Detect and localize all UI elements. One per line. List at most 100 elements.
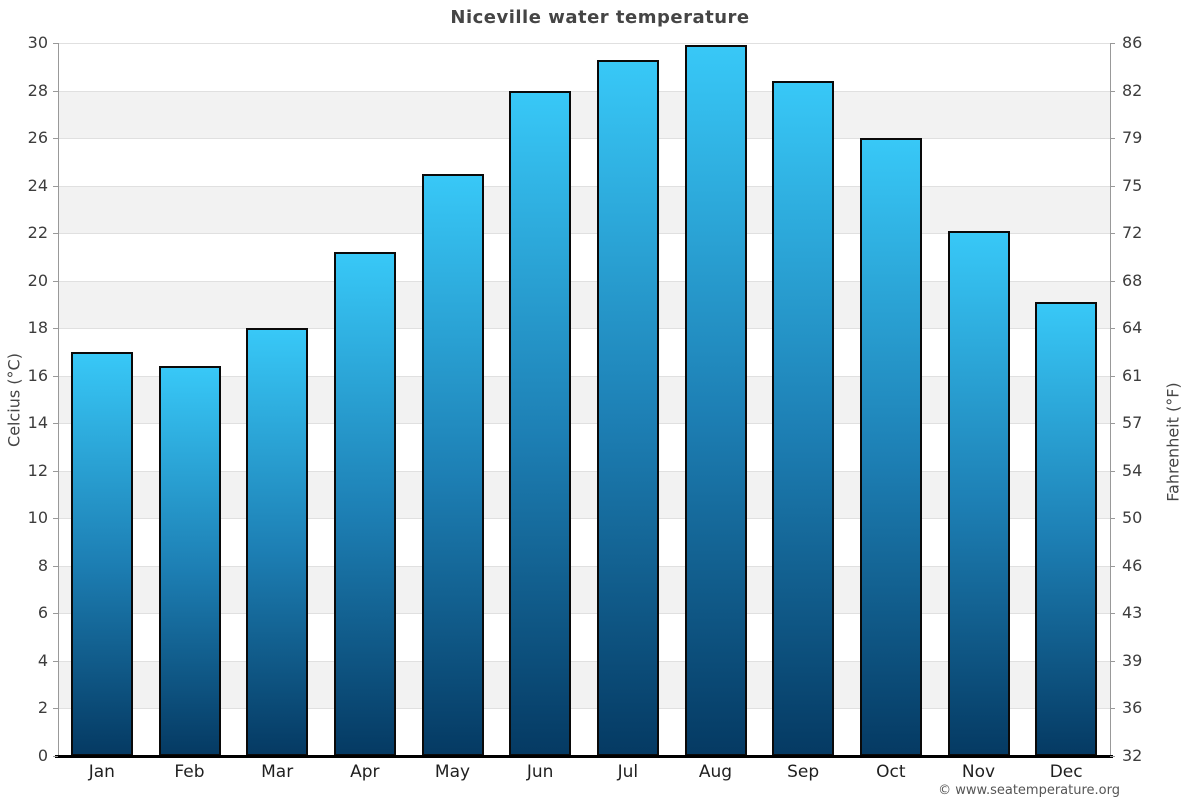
y-tick-label-left: 4 (37, 650, 48, 670)
y-tick-mark (53, 660, 58, 662)
y-tick-label-left: 28 (27, 80, 48, 100)
gridline (58, 233, 1110, 235)
y-tick-label-left: 6 (37, 603, 48, 623)
y-tick-mark (1110, 375, 1115, 377)
y-tick-label-right: 57 (1122, 413, 1143, 433)
y-tick-mark (1110, 613, 1115, 615)
y-tick-label-right: 50 (1122, 508, 1143, 528)
x-tick-label: Feb (174, 762, 205, 782)
plot-band (58, 660, 1110, 709)
y-tick-mark (1110, 470, 1115, 472)
x-tick-label: Apr (350, 762, 380, 782)
y-tick-mark (53, 138, 58, 140)
y-tick-label-right: 75 (1122, 175, 1143, 195)
gridline (58, 660, 1110, 662)
x-tick-label: Dec (1049, 762, 1083, 782)
y-tick-label-right: 32 (1122, 746, 1143, 765)
y-tick-mark (1110, 90, 1115, 92)
y-tick-label-left: 0 (37, 746, 48, 765)
gridline (58, 43, 1110, 44)
x-tick-label: May (434, 762, 471, 782)
plot-band (58, 470, 1110, 519)
gridline (58, 375, 1110, 377)
y-tick-mark (53, 43, 58, 44)
y-tick-mark (1110, 660, 1115, 662)
plot-band (58, 328, 1110, 376)
bar-jan (70, 351, 133, 756)
y-tick-mark (53, 233, 58, 235)
plot-area (58, 43, 1110, 757)
x-tick-label: Jan (88, 762, 115, 782)
y-tick-label-left: 14 (27, 413, 48, 433)
y-tick-label-left: 22 (27, 223, 48, 243)
y-tick-mark (1110, 518, 1115, 520)
x-tick-label: Jun (526, 762, 554, 782)
y-tick-label-left: 2 (37, 698, 48, 718)
bar-jul (596, 59, 659, 756)
y-tick-mark (53, 328, 58, 330)
bar-jun (509, 90, 572, 756)
y-tick-mark (1110, 756, 1115, 757)
y-tick-label-left: 16 (27, 365, 48, 385)
plot-band (58, 613, 1110, 661)
y-tick-label-left: 8 (37, 555, 48, 575)
bar-may (421, 173, 484, 756)
plot-band (58, 43, 1110, 91)
y-tick-label-left: 18 (27, 318, 48, 338)
bar-feb (158, 366, 221, 756)
y-tick-label-right: 54 (1122, 460, 1143, 480)
x-tick-label: Aug (698, 762, 733, 782)
plot-band (58, 280, 1110, 329)
bar-apr (333, 252, 396, 756)
x-tick-label: Sep (787, 762, 820, 782)
y-tick-label-left: 24 (27, 175, 48, 195)
plot-band (58, 233, 1110, 281)
y-tick-mark (1110, 423, 1115, 425)
y-axis-line-left (58, 43, 59, 756)
y-tick-label-right: 61 (1122, 365, 1143, 385)
y-tick-label-right: 79 (1122, 128, 1143, 148)
y-tick-mark (53, 185, 58, 187)
y-tick-label-right: 86 (1122, 33, 1143, 52)
x-axis-baseline (55, 755, 1113, 758)
gridline (58, 90, 1110, 92)
y-tick-mark (53, 756, 58, 757)
y-tick-mark (53, 375, 58, 377)
y-tick-mark (53, 90, 58, 92)
y-tick-label-right: 68 (1122, 270, 1143, 290)
bar-dec (1035, 302, 1098, 756)
y-tick-label-left: 20 (27, 270, 48, 290)
y-tick-label-left: 12 (27, 460, 48, 480)
plot-band (58, 565, 1110, 614)
gridline (58, 708, 1110, 710)
y-tick-mark (1110, 43, 1115, 44)
y-tick-mark (1110, 328, 1115, 330)
y-tick-mark (53, 470, 58, 472)
plot-band (58, 138, 1110, 186)
y-tick-mark (53, 423, 58, 425)
y-tick-mark (53, 708, 58, 710)
bar-mar (246, 328, 309, 756)
gridline (58, 423, 1110, 425)
y-tick-label-left: 26 (27, 128, 48, 148)
gridline (58, 565, 1110, 567)
gridline (58, 280, 1110, 282)
copyright-text: © www.seatemperature.org (938, 783, 1120, 798)
plot-band (58, 423, 1110, 471)
y-tick-label-right: 82 (1122, 80, 1143, 100)
bar-oct (859, 138, 922, 756)
gridline (58, 328, 1110, 330)
y-tick-label-right: 43 (1122, 603, 1143, 623)
y-tick-mark (53, 280, 58, 282)
y-tick-label-left: 30 (27, 33, 48, 52)
plot-band (58, 518, 1110, 566)
gridline (58, 138, 1110, 140)
y-tick-label-right: 39 (1122, 650, 1143, 670)
plot-band (58, 185, 1110, 234)
x-tick-label: Oct (876, 762, 906, 782)
gridline (58, 470, 1110, 472)
y-tick-mark (53, 565, 58, 567)
y-tick-mark (1110, 233, 1115, 235)
y-tick-mark (1110, 185, 1115, 187)
